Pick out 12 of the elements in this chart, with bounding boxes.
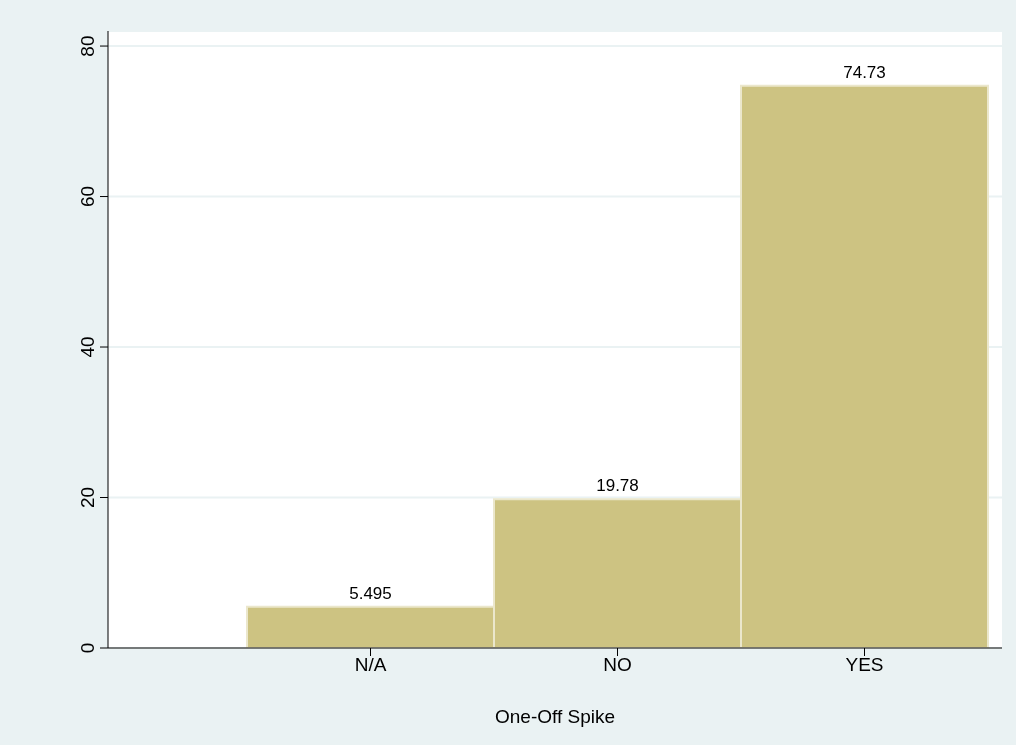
data-label: 19.78 [596, 476, 639, 496]
y-tick-label: 40 [77, 336, 98, 358]
x-tick-label: NO [603, 654, 632, 676]
x-axis-title: One-Off Spike [494, 706, 616, 727]
y-tick-label: 60 [77, 185, 98, 208]
x-tick-label: YES [845, 654, 884, 676]
y-tick-label: 0 [77, 642, 98, 654]
data-label: 74.73 [843, 62, 886, 82]
data-label: 5.495 [349, 583, 392, 603]
y-tick-label: 80 [77, 35, 98, 57]
x-tick-label: N/A [354, 654, 387, 676]
y-tick-label: 20 [77, 486, 98, 509]
